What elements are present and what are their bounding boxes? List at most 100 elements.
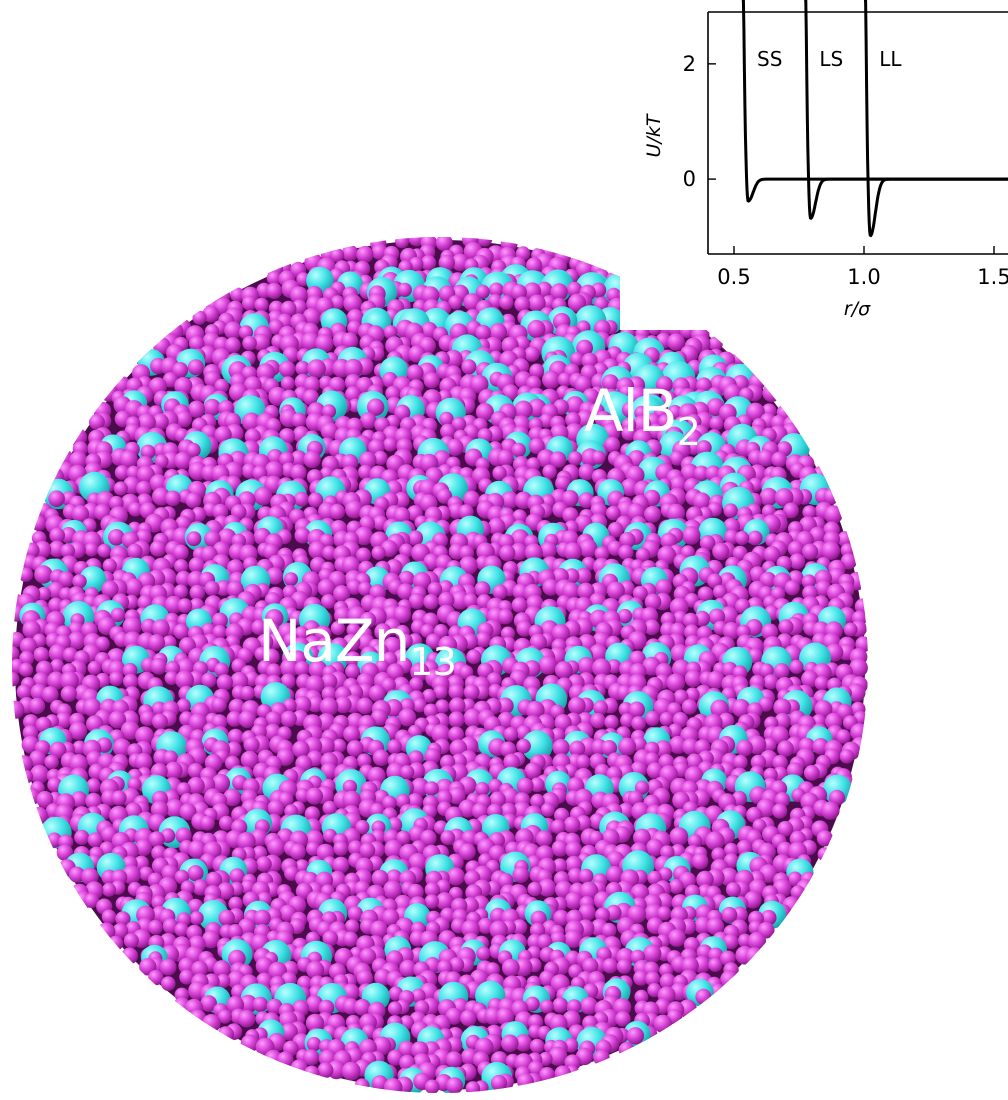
alb2-label: AlB2	[584, 382, 701, 451]
small-particle	[787, 540, 804, 557]
y-tick-label: 2	[683, 52, 696, 76]
small-particle	[669, 597, 689, 617]
small-particle	[528, 438, 545, 455]
small-particle	[604, 436, 621, 453]
small-particle	[216, 674, 233, 691]
small-particle	[19, 769, 34, 784]
small-particle	[570, 352, 585, 367]
small-particle	[150, 658, 167, 675]
small-particle	[709, 416, 724, 431]
small-particle	[554, 661, 573, 679]
small-particle	[821, 541, 841, 560]
small-particle	[149, 540, 166, 557]
small-particle	[356, 246, 374, 264]
small-particle	[561, 490, 579, 507]
small-particle	[354, 1078, 370, 1093]
small-particle	[601, 374, 619, 392]
small-particle	[567, 293, 587, 312]
small-particle	[345, 500, 364, 519]
small-particle	[540, 541, 557, 559]
small-particle	[712, 542, 730, 561]
small-particle	[330, 295, 345, 310]
small-particle	[148, 919, 163, 935]
small-particle	[735, 530, 750, 546]
small-particle	[681, 526, 701, 545]
small-particle	[330, 248, 345, 263]
cluster-particles	[12, 237, 868, 1093]
small-particle	[214, 426, 232, 444]
small-particle	[644, 593, 662, 611]
small-particle	[368, 684, 386, 702]
small-particle	[720, 970, 739, 989]
small-particle	[123, 933, 139, 949]
small-particle	[373, 450, 388, 465]
small-particle	[771, 451, 787, 468]
small-particle	[669, 450, 685, 466]
small-particle	[397, 583, 414, 600]
small-particle	[619, 532, 636, 549]
small-particle	[444, 349, 463, 369]
small-particle	[712, 584, 728, 599]
small-particle	[187, 359, 204, 376]
small-particle	[772, 803, 788, 819]
small-particle	[267, 838, 286, 857]
small-particle	[289, 843, 306, 860]
small-particle	[693, 465, 710, 482]
small-particle	[666, 673, 685, 692]
x-tick-label: 1.5	[977, 265, 1008, 289]
small-particle	[618, 737, 637, 756]
small-particle	[632, 585, 648, 601]
small-particle	[165, 490, 181, 507]
small-particle	[618, 1041, 635, 1058]
small-particle	[292, 740, 310, 758]
small-particle	[557, 372, 573, 387]
small-particle	[136, 480, 152, 497]
small-particle	[475, 631, 492, 648]
small-particle	[602, 958, 618, 974]
small-particle	[563, 542, 582, 561]
small-particle	[290, 464, 307, 481]
small-particle	[101, 580, 119, 598]
small-particle	[497, 449, 514, 467]
small-particle	[723, 503, 738, 518]
small-particle	[383, 1078, 403, 1093]
small-particle	[30, 515, 47, 531]
small-particle	[33, 646, 50, 663]
small-particle	[526, 457, 541, 472]
small-particle	[224, 337, 241, 354]
small-particle	[127, 543, 143, 560]
small-particle	[554, 1065, 572, 1083]
small-particle	[680, 463, 699, 482]
small-particle	[514, 400, 533, 420]
small-particle	[516, 777, 534, 795]
small-particle	[692, 492, 711, 511]
small-particle	[576, 339, 593, 357]
small-particle	[161, 976, 176, 991]
small-particle	[400, 765, 415, 780]
small-particle	[152, 413, 169, 430]
small-particle	[267, 799, 285, 817]
small-particle	[721, 906, 738, 923]
small-particle	[440, 423, 456, 440]
small-particle	[424, 781, 439, 796]
small-particle	[424, 1079, 440, 1093]
small-particle	[16, 684, 32, 700]
small-particle	[290, 1059, 308, 1077]
small-particle	[550, 283, 568, 301]
small-particle	[186, 531, 202, 547]
small-particle	[242, 412, 261, 432]
small-particle	[784, 580, 800, 596]
small-particle	[412, 571, 432, 591]
small-particle	[332, 856, 350, 874]
small-particle	[705, 831, 725, 851]
small-particle	[666, 503, 685, 523]
small-particle	[529, 1038, 545, 1054]
small-particle	[291, 412, 307, 428]
small-particle	[215, 580, 232, 596]
small-particle	[763, 546, 781, 563]
small-particle	[511, 442, 526, 458]
small-particle	[501, 1034, 519, 1053]
small-particle	[154, 454, 169, 469]
small-particle	[238, 710, 256, 728]
